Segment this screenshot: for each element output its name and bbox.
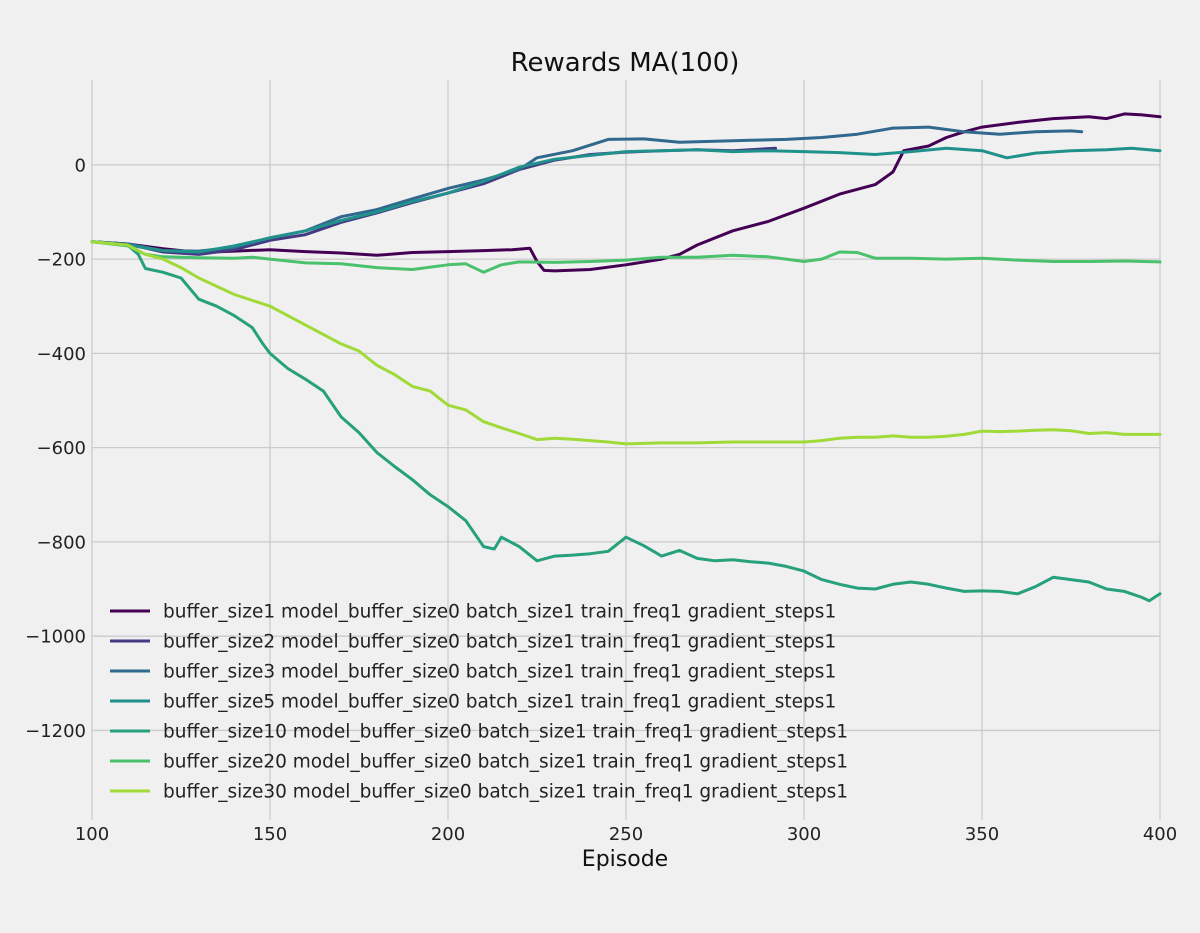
- y-tick-label: −1000: [25, 627, 86, 648]
- legend-label: buffer_size30 model_buffer_size0 batch_s…: [163, 782, 848, 803]
- y-tick-labels: 0 −200 −400 −600 −800 −1000 −1200: [25, 155, 86, 742]
- series-line-7: [90, 240, 1162, 446]
- y-tick-label: −600: [37, 438, 86, 459]
- legend-label: buffer_size3 model_buffer_size0 batch_si…: [163, 662, 836, 683]
- y-tick-label: 0: [75, 155, 86, 176]
- legend-label: buffer_size5 model_buffer_size0 batch_si…: [163, 692, 836, 713]
- x-tick-label: 350: [965, 824, 999, 845]
- y-tick-label: −200: [37, 250, 86, 271]
- y-tick-label: −800: [37, 532, 86, 553]
- legend-label: buffer_size10 model_buffer_size0 batch_s…: [163, 722, 848, 743]
- x-axis-title: Episode: [582, 847, 668, 872]
- chart-title: Rewards MA(100): [511, 48, 740, 78]
- legend: buffer_size1 model_buffer_size0 batch_si…: [110, 602, 848, 803]
- legend-label: buffer_size2 model_buffer_size0 batch_si…: [163, 632, 836, 653]
- x-tick-label: 200: [431, 824, 465, 845]
- series-line-5: [90, 240, 1162, 603]
- x-tick-label: 250: [609, 824, 643, 845]
- y-tick-label: −400: [37, 344, 86, 365]
- x-tick-label: 400: [1143, 824, 1177, 845]
- x-tick-labels: 100 150 200 250 300 350 400: [75, 824, 1177, 845]
- series-line-6: [90, 240, 1162, 274]
- x-tick-label: 100: [75, 824, 109, 845]
- series-line-4: [90, 146, 1162, 254]
- legend-label: buffer_size20 model_buffer_size0 batch_s…: [163, 752, 848, 773]
- y-tick-label: −1200: [25, 721, 86, 742]
- x-tick-label: 300: [787, 824, 821, 845]
- x-tick-label: 150: [253, 824, 287, 845]
- legend-label: buffer_size1 model_buffer_size0 batch_si…: [163, 602, 836, 623]
- series-lines: [90, 112, 1162, 603]
